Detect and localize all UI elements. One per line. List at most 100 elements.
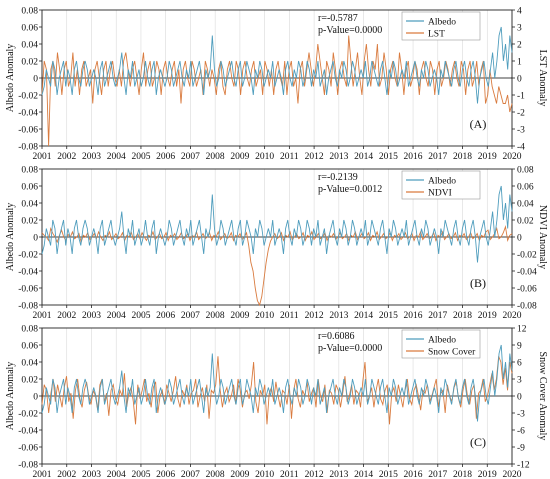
y-tick-label: -0.06 [18, 126, 38, 136]
legend-label: Albedo [428, 336, 456, 346]
panel-label: (A) [470, 117, 487, 131]
x-tick-label: 2014 [354, 152, 373, 162]
x-tick-label: 2007 [181, 470, 200, 479]
x-tick-label: 2017 [428, 311, 447, 321]
legend-box [401, 170, 481, 200]
y2-tick-label: -6 [517, 427, 525, 437]
y-tick-label: -0.08 [18, 143, 38, 153]
x-tick-label: 2007 [181, 152, 200, 162]
x-tick-label: 2008 [206, 311, 225, 321]
y-tick-label: 0.06 [21, 342, 38, 352]
y2-tick-label: 3 [517, 24, 522, 34]
y-tick-label: 0.04 [21, 359, 38, 369]
x-tick-label: 2013 [329, 152, 348, 162]
y2-axis-label: NDVI Anomaly [537, 205, 548, 269]
y-tick-label: -0.02 [18, 92, 38, 102]
x-tick-label: 2016 [404, 152, 423, 162]
y2-tick-label: -2 [517, 109, 525, 119]
x-tick-label: 2016 [404, 470, 423, 479]
x-tick-label: 2009 [230, 152, 249, 162]
series-line-lst [41, 35, 513, 147]
x-tick-label: 2009 [230, 311, 249, 321]
x-tick-label: 2019 [478, 152, 497, 162]
x-tick-label: 2014 [354, 470, 373, 479]
x-tick-label: 2010 [255, 470, 274, 479]
y-tick-label: 0.08 [21, 325, 38, 335]
y-tick-label: -0.02 [18, 251, 38, 261]
x-tick-label: 2011 [280, 311, 299, 321]
correlation-r: r=-0.2139 [318, 172, 358, 183]
y-tick-label: 0 [33, 393, 38, 403]
y-tick-label: 0.08 [21, 7, 38, 17]
x-tick-label: 2002 [57, 311, 76, 321]
x-tick-label: 2001 [33, 470, 52, 479]
y2-tick-label: -3 [517, 126, 525, 136]
y2-tick-label: 9 [517, 342, 522, 352]
y-tick-label: -0.06 [18, 444, 38, 454]
y-tick-label: 0.02 [21, 376, 38, 386]
y2-tick-label: 4 [517, 7, 522, 17]
y2-tick-label: 0.08 [517, 166, 534, 176]
y-tick-label: -0.08 [18, 302, 38, 312]
x-tick-label: 2013 [329, 470, 348, 479]
y2-tick-label: -9 [517, 444, 525, 454]
x-tick-label: 2001 [33, 311, 52, 321]
x-tick-label: 2020 [503, 470, 522, 479]
y2-axis-label: LST Anomaly [537, 50, 548, 107]
x-tick-label: 2004 [107, 311, 126, 321]
y2-tick-label: 0 [517, 393, 522, 403]
y2-tick-label: 0.02 [517, 217, 534, 227]
y-tick-label: 0.06 [21, 24, 38, 34]
correlation-r: r=0.6086 [318, 331, 354, 342]
y-tick-label: 0 [33, 75, 38, 85]
y2-tick-label: -12 [517, 461, 530, 471]
y-tick-label: -0.04 [18, 109, 38, 119]
y2-tick-label: -0.06 [517, 285, 537, 295]
series-line-albedo [41, 26, 513, 104]
x-tick-label: 2008 [206, 470, 225, 479]
x-tick-label: 2005 [131, 152, 150, 162]
x-tick-label: 2018 [453, 152, 472, 162]
y-tick-label: -0.04 [18, 427, 38, 437]
y-tick-label: 0.06 [21, 183, 38, 193]
y2-tick-label: -0.08 [517, 302, 537, 312]
x-tick-label: 2010 [255, 311, 274, 321]
x-tick-label: 2003 [82, 152, 101, 162]
correlation-r: r=-0.5787 [318, 13, 358, 24]
y-tick-label: -0.08 [18, 461, 38, 471]
x-tick-label: 2018 [453, 470, 472, 479]
y2-tick-label: 2 [517, 41, 522, 51]
x-tick-label: 2012 [305, 152, 324, 162]
series-line-albedo [41, 344, 513, 422]
y2-tick-label: -0.04 [517, 268, 537, 278]
y-tick-label: -0.04 [18, 268, 38, 278]
y2-tick-label: 1 [517, 58, 522, 68]
x-tick-label: 2007 [181, 311, 200, 321]
series-line-albedo [41, 185, 513, 263]
x-tick-label: 2003 [82, 311, 101, 321]
x-tick-label: 2002 [57, 152, 76, 162]
legend-label: LST [428, 30, 445, 40]
x-tick-label: 2009 [230, 470, 249, 479]
x-tick-label: 2006 [156, 311, 175, 321]
x-tick-label: 2017 [428, 152, 447, 162]
x-tick-label: 2020 [503, 311, 522, 321]
legend-label: NDVI [428, 189, 452, 199]
y2-tick-label: -3 [517, 410, 525, 420]
x-tick-label: 2004 [107, 470, 126, 479]
x-tick-label: 2005 [131, 470, 150, 479]
x-tick-label: 2017 [428, 470, 447, 479]
x-tick-label: 2014 [354, 311, 373, 321]
y-tick-label: 0.04 [21, 200, 38, 210]
y2-tick-label: 3 [517, 376, 522, 386]
y-tick-label: 0.04 [21, 41, 38, 51]
x-tick-label: 2010 [255, 152, 274, 162]
y2-tick-label: 0 [517, 234, 522, 244]
legend-label: Albedo [428, 177, 456, 187]
y-axis-label: Albedo Anomaly [5, 203, 16, 272]
y2-tick-label: 6 [517, 359, 522, 369]
x-tick-label: 2006 [156, 470, 175, 479]
x-tick-label: 2001 [33, 152, 52, 162]
legend-box [401, 11, 481, 41]
